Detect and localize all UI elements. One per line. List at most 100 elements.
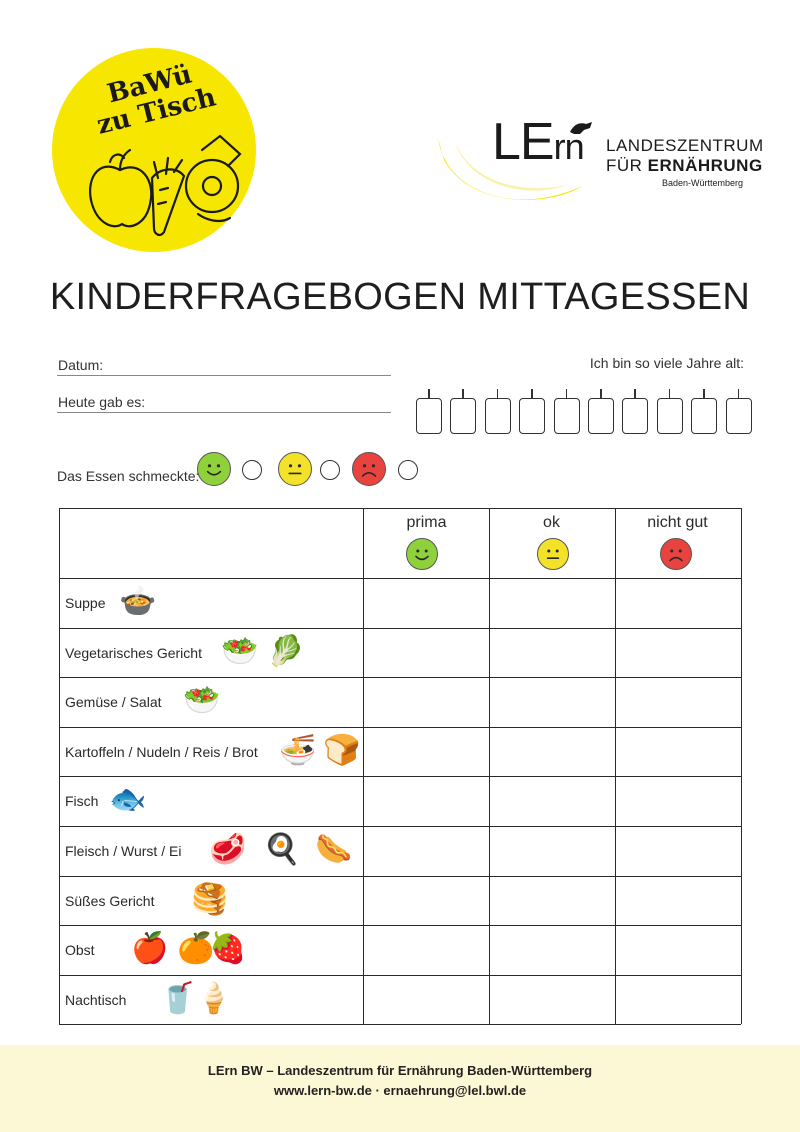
- rating-cell-nicht-gut[interactable]: [617, 977, 739, 1023]
- table-gridline: [489, 508, 490, 1025]
- rating-cell-ok[interactable]: [491, 828, 613, 874]
- rating-cell-prima[interactable]: [365, 977, 487, 1023]
- candle-wick-icon: [703, 389, 705, 398]
- age-candle[interactable]: [725, 398, 752, 434]
- rating-cell-nicht-gut[interactable]: [617, 878, 739, 924]
- food-icon: 🥬: [267, 634, 305, 668]
- rating-cell-prima[interactable]: [365, 778, 487, 824]
- menu-label: Heute gab es:: [58, 394, 146, 410]
- page-title: KINDERFRAGEBOGEN MITTAGESSEN: [49, 276, 751, 318]
- good-smiley-icon: [406, 538, 438, 570]
- rating-cell-ok[interactable]: [491, 729, 613, 775]
- table-row-label: Vegetarisches Gericht: [65, 644, 202, 661]
- rating-cell-ok[interactable]: [491, 878, 613, 924]
- table-gridline: [59, 508, 60, 1025]
- rating-ok-radio[interactable]: [320, 460, 340, 480]
- food-icon: 🍦: [195, 981, 233, 1015]
- age-candle[interactable]: [588, 398, 614, 434]
- table-gridline: [59, 508, 741, 509]
- rating-cell-prima[interactable]: [365, 927, 487, 973]
- age-candle[interactable]: [484, 398, 511, 434]
- rating-cell-ok[interactable]: [491, 778, 613, 824]
- table-gridline: [59, 677, 741, 679]
- age-candle[interactable]: [519, 398, 546, 434]
- rating-cell-prima[interactable]: [365, 828, 487, 874]
- candle-wick-icon: [634, 389, 636, 398]
- rating-cell-ok[interactable]: [491, 580, 613, 626]
- table-gridline: [741, 508, 742, 1025]
- table-row-label: Nachtisch: [65, 991, 127, 1008]
- menu-input-line[interactable]: [57, 412, 391, 413]
- column-header-prima: prima: [406, 514, 447, 531]
- food-icon: 🍎: [131, 932, 169, 966]
- rating-cell-prima[interactable]: [365, 679, 487, 725]
- rating-cell-prima[interactable]: [365, 878, 487, 924]
- date-input-line[interactable]: [57, 375, 391, 376]
- age-label: Ich bin so viele Jahre alt:: [589, 355, 744, 371]
- food-icon: 🍜: [279, 733, 317, 767]
- age-candle[interactable]: [622, 398, 649, 434]
- rating-cell-nicht-gut[interactable]: [617, 927, 739, 973]
- table-gridline: [615, 508, 616, 1025]
- rating-label: Das Essen schmeckte:: [57, 468, 200, 484]
- rating-bad-radio[interactable]: [398, 460, 418, 480]
- column-header-ok: ok: [543, 514, 560, 531]
- rating-cell-nicht-gut[interactable]: [617, 679, 739, 725]
- age-candle[interactable]: [656, 398, 683, 434]
- fruit-vegetables-icon: [89, 134, 242, 237]
- neutral-smiley-icon: [537, 538, 569, 570]
- rating-cell-ok[interactable]: [491, 977, 613, 1023]
- food-icon: 🌭: [315, 833, 353, 866]
- rating-good-radio[interactable]: [242, 460, 262, 480]
- lern-text-line2-a: FÜR: [606, 156, 648, 175]
- table-row-label: Fisch: [65, 793, 99, 810]
- lern-wordmark-le: LE: [492, 113, 555, 171]
- rating-cell-ok[interactable]: [491, 927, 613, 973]
- candle-wick-icon: [428, 389, 430, 398]
- age-candle[interactable]: [416, 398, 442, 434]
- table-gridline: [59, 627, 741, 629]
- lion-emblem-icon: [570, 122, 592, 134]
- footer-contact: www.lern-bw.de · ernaehrung@lel.bwl.de: [273, 1083, 527, 1098]
- rating-cell-nicht-gut[interactable]: [617, 778, 739, 824]
- candle-wick-icon: [737, 389, 740, 398]
- neutral-smiley-icon: [278, 452, 312, 486]
- rating-cell-nicht-gut[interactable]: [617, 630, 739, 676]
- candle-wick-icon: [565, 389, 568, 398]
- food-icon: 🍊: [177, 932, 215, 966]
- candle-wick-icon: [462, 389, 464, 398]
- table-gridline: [59, 776, 741, 778]
- table-gridline: [59, 1024, 741, 1026]
- rating-cell-prima[interactable]: [365, 630, 487, 676]
- rating-cell-ok[interactable]: [491, 679, 613, 725]
- good-smiley-icon: [197, 452, 231, 486]
- sad-smiley-icon: [352, 452, 386, 486]
- column-header-nicht-gut: nicht gut: [647, 514, 708, 531]
- rating-cell-nicht-gut[interactable]: [617, 729, 739, 775]
- table-row-label: Fleisch / Wurst / Ei: [65, 843, 182, 859]
- rating-cell-prima[interactable]: [365, 580, 487, 626]
- age-candle[interactable]: [691, 398, 718, 434]
- food-icon: 🍞: [323, 733, 361, 767]
- footer: [0, 1045, 800, 1132]
- table-gridline: [59, 925, 741, 927]
- candle-wick-icon: [600, 389, 602, 398]
- candle-wick-icon: [531, 389, 533, 398]
- rating-cell-nicht-gut[interactable]: [617, 580, 739, 626]
- age-candle[interactable]: [450, 398, 477, 434]
- rating-cell-prima[interactable]: [365, 729, 487, 775]
- rating-cell-ok[interactable]: [491, 630, 613, 676]
- table-row-label: Kartoffeln / Nudeln / Reis / Brot: [65, 743, 258, 760]
- table-row-label: Süßes Gericht: [65, 892, 155, 909]
- lern-text-line3: Baden-Württemberg: [662, 178, 744, 188]
- table-row-label: Suppe: [65, 595, 106, 611]
- food-icon: 🍳: [263, 833, 301, 866]
- food-icon: 🐟: [109, 783, 147, 817]
- date-label: Datum:: [58, 357, 104, 373]
- table-row-label: Gemüse / Salat: [65, 694, 162, 711]
- table-gridline: [59, 974, 741, 976]
- food-icon: 🥗: [183, 684, 221, 718]
- rating-cell-nicht-gut[interactable]: [617, 828, 739, 874]
- age-candle[interactable]: [553, 398, 580, 434]
- footer-organization: LErn BW – Landeszentrum für Ernährung Ba…: [207, 1063, 593, 1078]
